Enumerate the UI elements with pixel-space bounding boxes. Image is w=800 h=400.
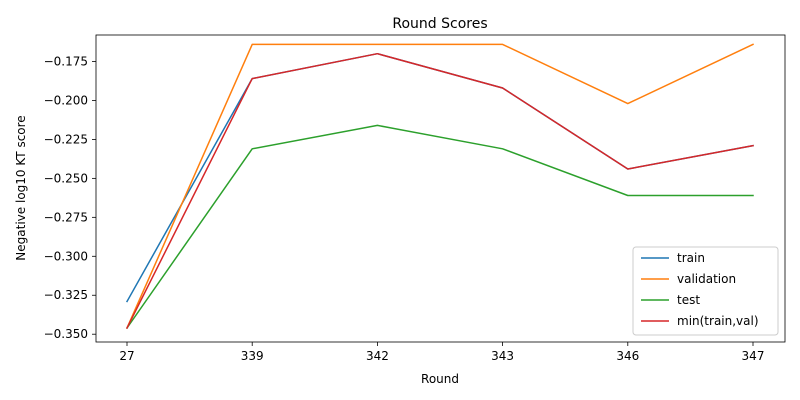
y-tick-label: −0.325 [44, 288, 88, 302]
y-tick-label: −0.350 [44, 327, 88, 341]
y-tick-label: −0.300 [44, 249, 88, 263]
y-axis-label: Negative log10 KT score [14, 115, 28, 260]
plot-frame [95, 34, 786, 343]
x-tick-label: 342 [366, 349, 389, 363]
legend-label: test [677, 293, 700, 307]
x-tick-label: 27 [119, 349, 134, 363]
y-axis: −0.350 −0.325 −0.300 −0.275 −0.250 −0.225 −0.2… [44, 54, 96, 341]
x-tick-label: 347 [742, 349, 765, 363]
x-tick-label: 339 [241, 349, 264, 363]
series-layer [125, 43, 754, 330]
series-line-validation [126, 43, 754, 329]
series-line-test [125, 124, 754, 330]
legend: train validation test min(train,val) [632, 246, 779, 336]
chart-title: Round Scores [392, 16, 487, 32]
y-tick-label: −0.225 [44, 132, 88, 146]
y-tick-label: −0.200 [44, 93, 88, 107]
x-tick-label: 346 [616, 349, 639, 363]
x-axis: 27 339 342 343 346 347 [119, 342, 764, 363]
legend-label: validation [677, 272, 736, 286]
x-tick-label: 343 [491, 349, 514, 363]
series-line-min-train-val [125, 52, 754, 330]
x-axis-label: Round [421, 372, 459, 386]
legend-label: min(train,val) [677, 314, 759, 328]
legend-label: train [677, 251, 705, 265]
y-tick-label: −0.275 [44, 210, 88, 224]
y-tick-label: −0.250 [44, 171, 88, 185]
legend-box [632, 246, 779, 336]
y-tick-label: −0.175 [44, 54, 88, 68]
